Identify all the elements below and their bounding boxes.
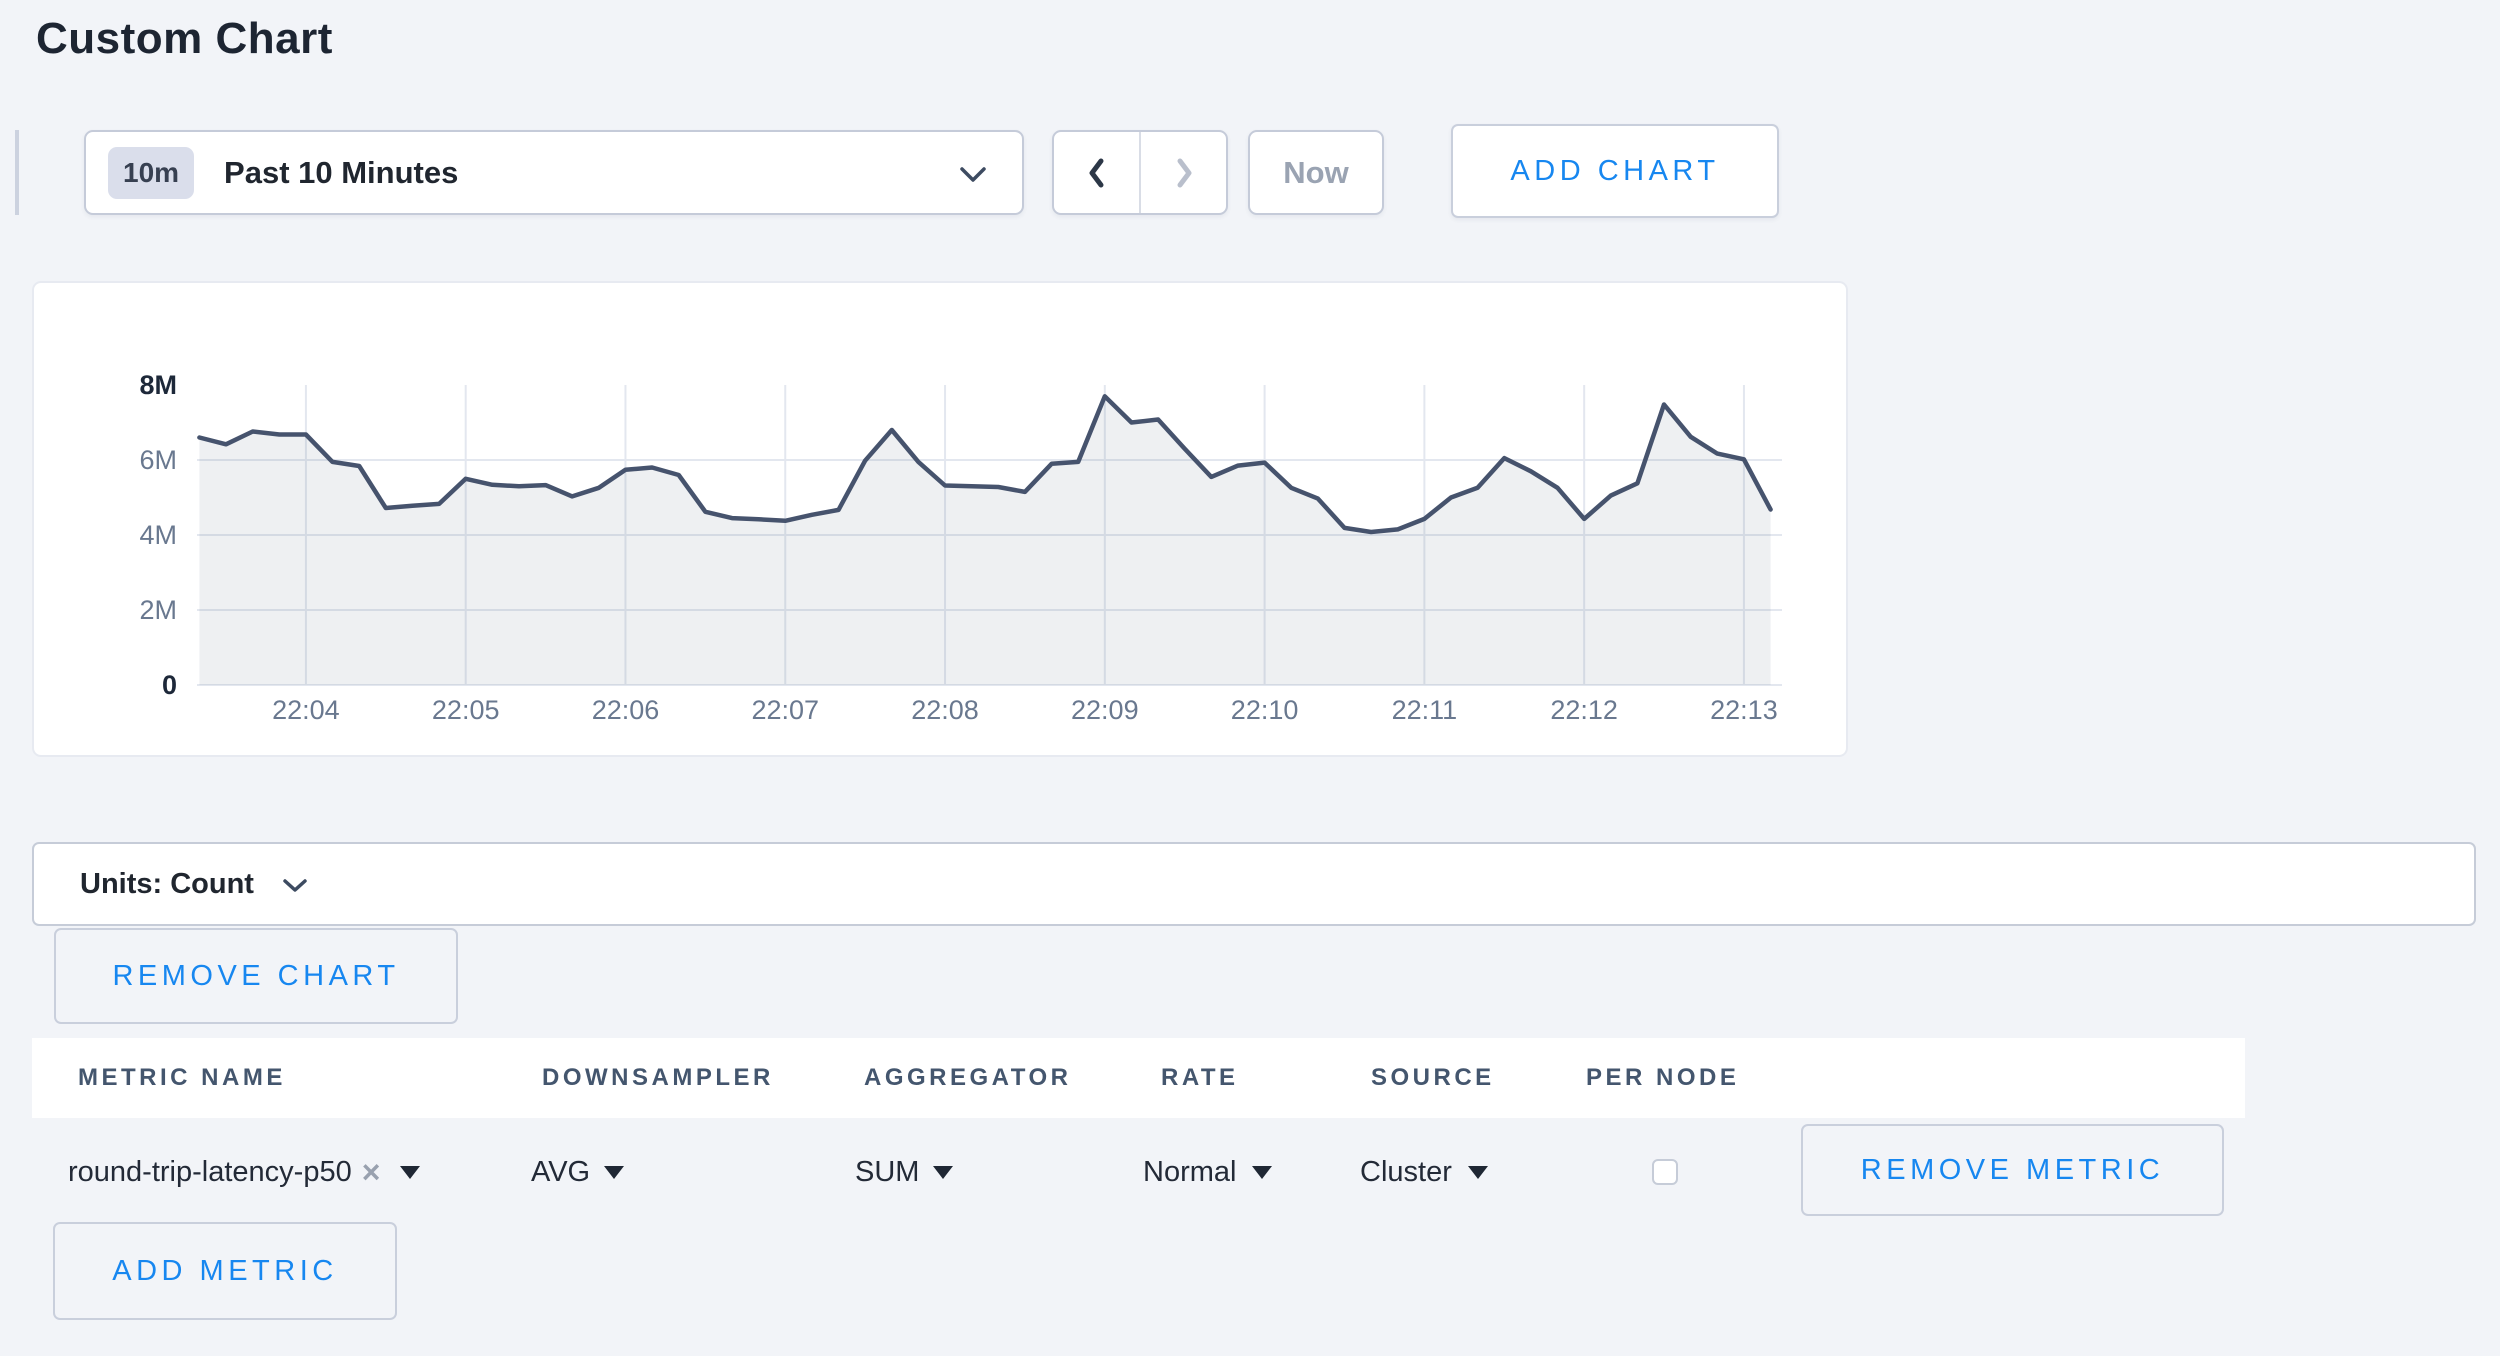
- svg-text:6M: 6M: [139, 445, 177, 475]
- metric-name-select[interactable]: round-trip-latency-p50 ×: [68, 1118, 421, 1226]
- rate-value: Normal: [1143, 1155, 1237, 1188]
- chart-svg: 22:04 22:05 22:06 22:07 22:08 22:09 22:10 22:11…: [139, 370, 1782, 725]
- time-range-label: Past 10 Minutes: [224, 154, 459, 190]
- aggregator-value: SUM: [855, 1155, 920, 1188]
- column-header-per-node: PER NODE: [1586, 1064, 1740, 1091]
- remove-metric-button[interactable]: REMOVE METRIC: [1801, 1124, 2224, 1216]
- add-metric-button[interactable]: ADD METRIC: [53, 1222, 397, 1320]
- column-header-source: SOURCE: [1371, 1064, 1495, 1091]
- units-label: Units: Count: [80, 867, 254, 900]
- time-range-badge: 10m: [108, 146, 195, 199]
- column-header-rate: RATE: [1161, 1064, 1239, 1091]
- prev-time-button[interactable]: [1054, 132, 1139, 213]
- units-select[interactable]: Units: Count: [32, 842, 2476, 926]
- downsampler-value: AVG: [531, 1155, 591, 1188]
- caret-down-icon: [400, 1165, 421, 1179]
- chevron-right-icon: [1177, 158, 1191, 187]
- column-header-metric-name: METRIC NAME: [78, 1064, 286, 1091]
- svg-text:22:10: 22:10: [1231, 695, 1299, 725]
- caret-down-icon: [604, 1165, 625, 1179]
- rate-select[interactable]: Normal: [1143, 1118, 1273, 1226]
- svg-text:22:07: 22:07: [751, 695, 819, 725]
- metric-row: round-trip-latency-p50 × AVG SUM Normal …: [0, 1118, 2500, 1226]
- page-title: Custom Chart: [36, 14, 333, 63]
- svg-text:0: 0: [162, 670, 177, 700]
- svg-text:22:04: 22:04: [272, 695, 340, 725]
- downsampler-select[interactable]: AVG: [531, 1118, 625, 1226]
- svg-text:22:09: 22:09: [1071, 695, 1139, 725]
- remove-chart-button[interactable]: REMOVE CHART: [54, 928, 458, 1024]
- caret-down-icon: [933, 1165, 954, 1179]
- metrics-table-header: METRIC NAME DOWNSAMPLER AGGREGATOR RATE …: [32, 1038, 2245, 1118]
- source-value: Cluster: [1360, 1155, 1452, 1188]
- column-header-aggregator: AGGREGATOR: [864, 1064, 1072, 1091]
- arrow-divider: [1139, 132, 1141, 213]
- svg-text:4M: 4M: [139, 520, 177, 550]
- caret-down-icon: [1467, 1165, 1488, 1179]
- per-node-checkbox[interactable]: [1652, 1159, 1678, 1185]
- clear-metric-icon[interactable]: ×: [361, 1153, 381, 1190]
- now-button[interactable]: Now: [1248, 130, 1384, 215]
- aggregator-select[interactable]: SUM: [855, 1118, 954, 1226]
- svg-text:22:11: 22:11: [1392, 695, 1458, 725]
- svg-text:22:06: 22:06: [592, 695, 660, 725]
- chevron-down-icon: [960, 167, 986, 182]
- svg-text:8M: 8M: [139, 370, 177, 400]
- next-time-button[interactable]: [1141, 132, 1226, 213]
- metric-name-value: round-trip-latency-p50: [68, 1155, 352, 1188]
- svg-text:2M: 2M: [139, 595, 177, 625]
- svg-text:22:13: 22:13: [1710, 695, 1778, 725]
- left-accent-bar: [15, 130, 19, 215]
- chevron-left-icon: [1089, 158, 1103, 187]
- svg-text:22:05: 22:05: [432, 695, 500, 725]
- column-header-downsampler: DOWNSAMPLER: [542, 1064, 774, 1091]
- caret-down-icon: [1252, 1165, 1273, 1179]
- svg-text:22:08: 22:08: [911, 695, 979, 725]
- add-chart-button[interactable]: ADD CHART: [1451, 124, 1779, 218]
- time-nav-group: [1052, 130, 1228, 215]
- source-select[interactable]: Cluster: [1360, 1118, 1488, 1226]
- svg-text:22:12: 22:12: [1550, 695, 1618, 725]
- time-range-select[interactable]: 10m Past 10 Minutes: [84, 130, 1024, 215]
- chevron-down-icon: [283, 879, 307, 892]
- chart-card: 22:04 22:05 22:06 22:07 22:08 22:09 22:10 22:11…: [32, 281, 1848, 757]
